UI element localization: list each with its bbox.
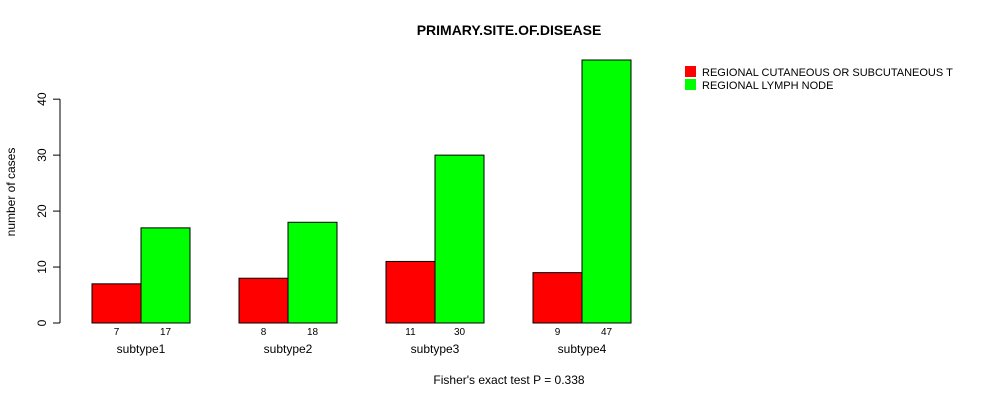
bar-count-label: 9: [555, 327, 561, 338]
bar-count-label: 17: [160, 327, 172, 338]
bar: [581, 59, 632, 324]
bar-count-label: 11: [405, 327, 416, 338]
legend: REGIONAL CUTANEOUS OR SUBCUTANEOUS TREGI…: [685, 66, 953, 92]
bar-count-label: 18: [307, 327, 319, 338]
category-label: subtype4: [558, 342, 607, 356]
bar-count-label: 47: [601, 327, 613, 338]
bar: [91, 283, 142, 324]
y-axis: 0 10 20 30 40: [35, 92, 61, 326]
bar: [385, 260, 436, 324]
y-tick-label: 30: [35, 148, 49, 162]
y-tick-label: 20: [35, 204, 49, 218]
bar: [238, 277, 289, 324]
category-label: subtype3: [411, 342, 460, 356]
chart-title: PRIMARY.SITE.OF.DISEASE: [417, 22, 602, 38]
bar: [532, 272, 583, 324]
fisher-test-footnote: Fisher's exact test P = 0.338: [433, 373, 584, 387]
y-axis-label: number of cases: [4, 148, 18, 237]
legend-label: REGIONAL LYMPH NODE: [702, 80, 833, 92]
bar-count-label: 7: [114, 327, 120, 338]
bar-group: 7 17 subtype1 8 18 subtype2 11 30 subtype3 9 47 sub…: [91, 59, 632, 356]
bar: [434, 154, 485, 324]
legend-swatch: [685, 66, 696, 77]
y-tick-label: 10: [35, 260, 49, 274]
legend-label: REGIONAL CUTANEOUS OR SUBCUTANEOUS T: [702, 67, 953, 79]
bar-count-label: 30: [454, 327, 466, 338]
y-tick-label: 0: [35, 319, 49, 326]
legend-swatch: [685, 79, 696, 90]
bar: [140, 227, 191, 324]
category-label: subtype2: [264, 342, 313, 356]
bar: [287, 221, 338, 324]
y-tick-label: 40: [35, 92, 49, 106]
bar-count-label: 8: [261, 327, 267, 338]
category-label: subtype1: [117, 342, 166, 356]
